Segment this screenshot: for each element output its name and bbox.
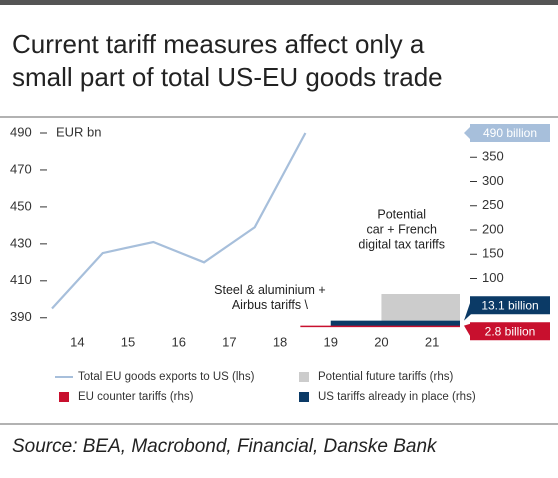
bar bbox=[330, 320, 460, 327]
y2-tick-label: 200 bbox=[482, 221, 504, 236]
legend-swatch bbox=[59, 392, 69, 402]
annotation: car + French bbox=[366, 223, 437, 237]
y-tick-label: 410 bbox=[10, 272, 32, 287]
y2-tick-label: 100 bbox=[482, 270, 504, 285]
x-tick-label: 21 bbox=[425, 334, 439, 349]
annotation: Airbus tariffs \ bbox=[232, 298, 309, 312]
y-tick-label: 390 bbox=[10, 309, 32, 324]
x-tick-label: 16 bbox=[171, 334, 185, 349]
x-tick-label: 14 bbox=[70, 334, 84, 349]
tag-label: 490 billion bbox=[483, 126, 537, 140]
legend-label: EU counter tariffs (rhs) bbox=[78, 391, 194, 403]
tag-label: 13.1 billion bbox=[481, 298, 538, 312]
legend-swatch bbox=[299, 372, 309, 382]
annotation: digital tax tariffs bbox=[358, 238, 445, 252]
y2-tick-label: 300 bbox=[482, 173, 504, 188]
y2-tick-label: 350 bbox=[482, 149, 504, 164]
legend-swatch bbox=[299, 392, 309, 402]
y2-tick-label: 150 bbox=[482, 246, 504, 261]
tag bbox=[470, 296, 550, 315]
y-tick-label: 470 bbox=[10, 161, 32, 176]
y-tick-label: 490 bbox=[10, 124, 32, 139]
tag bbox=[470, 124, 550, 142]
y-tick-label: 430 bbox=[10, 235, 32, 250]
title-line: small part of total US-EU goods trade bbox=[12, 62, 443, 92]
top-bar bbox=[0, 0, 558, 5]
x-tick-label: 19 bbox=[324, 334, 338, 349]
title-line: Current tariff measures affect only a bbox=[12, 29, 425, 59]
legend-label: US tariffs already in place (rhs) bbox=[318, 391, 476, 403]
bar bbox=[300, 325, 460, 328]
annotation: Steel & aluminium + bbox=[214, 283, 326, 297]
tag-label: 2.8 billion bbox=[485, 324, 536, 338]
x-tick-label: 20 bbox=[374, 334, 388, 349]
source: Source: BEA, Macrobond, Financial, Dansk… bbox=[12, 436, 438, 457]
x-tick-label: 18 bbox=[273, 334, 287, 349]
annotation: Potential bbox=[377, 208, 426, 222]
x-tick-label: 15 bbox=[121, 334, 135, 349]
y-tick-label: 450 bbox=[10, 198, 32, 213]
tag bbox=[470, 322, 550, 341]
y2-tick-label: 250 bbox=[482, 197, 504, 212]
legend-label: Total EU goods exports to US (lhs) bbox=[78, 371, 255, 383]
line bbox=[51, 132, 307, 310]
x-tick-label: 17 bbox=[222, 334, 236, 349]
unit-label: EUR bn bbox=[56, 124, 102, 139]
legend-label: Potential future tariffs (rhs) bbox=[318, 371, 453, 383]
